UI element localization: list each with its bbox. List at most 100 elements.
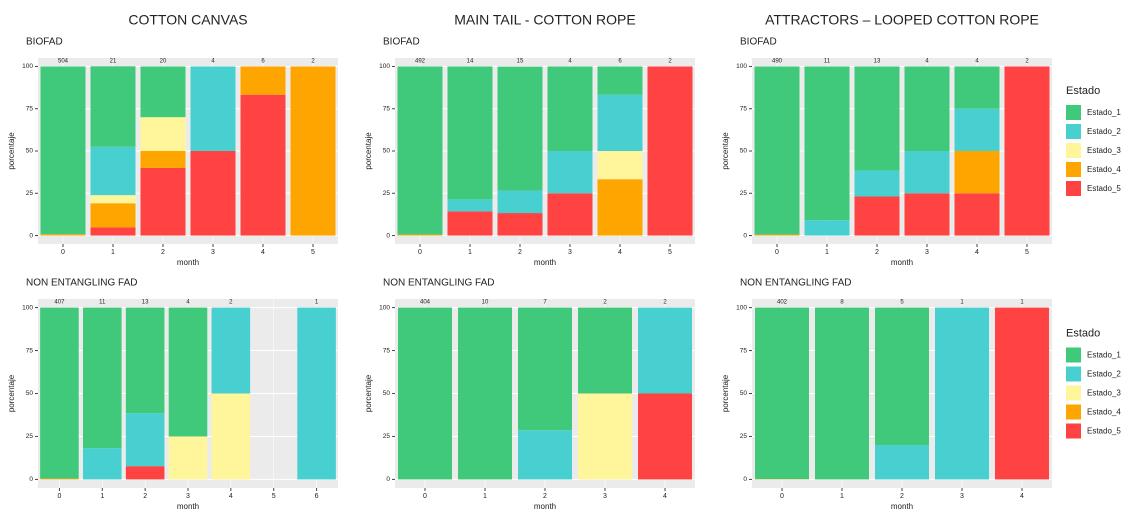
count-label: 404	[420, 300, 431, 306]
legend-label: Estado_3	[1087, 146, 1121, 155]
bar-segment	[1004, 66, 1050, 236]
bar-segment	[168, 307, 208, 437]
bar-segment	[447, 66, 493, 200]
y-tick-label: 50	[383, 390, 391, 397]
bar-segment	[754, 234, 800, 236]
bar-segment	[140, 151, 186, 168]
x-tick-label: 0	[423, 493, 427, 500]
x-tick-label: 4	[663, 493, 667, 500]
count-label: 2	[229, 300, 233, 306]
y-axis-label: porcentaje	[721, 132, 730, 170]
x-tick-label: 1	[111, 249, 115, 256]
bar-segment	[954, 193, 1000, 236]
y-tick-label: 50	[383, 148, 391, 155]
count-label: 4	[925, 59, 929, 65]
bar-segment	[40, 66, 86, 235]
count-label: 20	[160, 59, 167, 65]
x-tick-label: 4	[1020, 493, 1024, 500]
bar-segment	[398, 307, 452, 480]
bar-segment	[90, 195, 136, 204]
count-label: 11	[99, 300, 106, 306]
count-label: 1	[1020, 300, 1024, 306]
x-axis-label: month	[891, 258, 913, 267]
count-label: 6	[261, 59, 265, 65]
x-tick-label: 0	[780, 493, 784, 500]
x-axis-label: month	[891, 502, 913, 511]
bar-segment	[578, 307, 632, 394]
y-tick-label: 0	[29, 232, 33, 239]
legend-key	[1066, 347, 1081, 363]
legend-title: Estado	[1066, 327, 1100, 339]
count-label: 21	[110, 59, 117, 65]
x-tick-label: 4	[229, 493, 233, 500]
bar-segment	[854, 170, 900, 197]
bar-segment	[518, 307, 572, 431]
count-label: 5	[900, 300, 904, 306]
count-label: 407	[54, 300, 65, 306]
bar-segment	[647, 66, 693, 236]
bar-segment	[211, 393, 251, 480]
bar-segment	[804, 220, 850, 236]
x-tick-label: 1	[100, 493, 104, 500]
bar-segment	[90, 227, 136, 236]
x-tick-label: 6	[315, 493, 319, 500]
x-tick-label: 5	[668, 249, 672, 256]
count-label: 2	[1025, 59, 1029, 65]
panel-subtitle: BIOFAD	[26, 37, 63, 48]
count-label: 13	[142, 300, 149, 306]
bar-segment	[547, 151, 593, 194]
y-tick-label: 25	[740, 433, 748, 440]
bar-segment	[40, 234, 86, 236]
bar-segment	[547, 193, 593, 236]
bar-segment	[875, 307, 929, 446]
bar-segment	[447, 211, 493, 236]
legend-label: Estado_5	[1087, 427, 1121, 436]
bar-segment	[578, 393, 632, 480]
count-label: 4	[975, 59, 979, 65]
count-label: 504	[58, 59, 69, 65]
bar-segment	[755, 307, 809, 480]
count-label: 15	[517, 59, 524, 65]
bar-segment	[638, 393, 692, 480]
bar-segment	[954, 108, 1000, 151]
y-tick-label: 50	[740, 390, 748, 397]
y-tick-label: 100	[22, 304, 33, 311]
y-tick-label: 75	[26, 105, 34, 112]
x-axis-label: month	[177, 258, 199, 267]
y-tick-label: 100	[736, 63, 747, 70]
x-tick-label: 0	[418, 249, 422, 256]
bar-segment	[518, 430, 572, 480]
count-label: 13	[874, 59, 881, 65]
bar-segment	[597, 94, 643, 151]
y-tick-label: 50	[740, 148, 748, 155]
bar-segment	[447, 199, 493, 212]
y-tick-label: 25	[383, 190, 391, 197]
bar-segment	[497, 213, 543, 236]
legend-key	[1066, 105, 1081, 120]
x-tick-label: 4	[975, 249, 979, 256]
bar-segment	[954, 66, 1000, 109]
x-axis-label: month	[177, 502, 199, 511]
bar-segment	[597, 179, 643, 236]
x-tick-label: 1	[840, 493, 844, 500]
legend-label: Estado_1	[1087, 351, 1121, 360]
legend-label: Estado_4	[1087, 408, 1121, 417]
bar-segment	[83, 448, 122, 480]
panel-subtitle: BIOFAD	[383, 37, 420, 48]
bar-segment	[804, 66, 850, 221]
count-label: 14	[467, 59, 474, 65]
column-title: ATTRACTORS – LOOPED COTTON ROPE	[765, 12, 1039, 28]
x-tick-label: 3	[211, 249, 215, 256]
bar-segment	[125, 413, 165, 467]
y-tick-label: 25	[26, 433, 34, 440]
legend-key	[1066, 124, 1081, 139]
count-label: 7	[543, 300, 547, 306]
bar-segment	[90, 203, 136, 228]
y-tick-label: 0	[29, 476, 33, 483]
x-tick-label: 3	[925, 249, 929, 256]
y-tick-label: 100	[22, 63, 33, 70]
count-label: 10	[482, 300, 489, 306]
x-tick-label: 3	[960, 493, 964, 500]
bar-segment	[995, 307, 1049, 480]
bar-segment	[240, 94, 286, 236]
